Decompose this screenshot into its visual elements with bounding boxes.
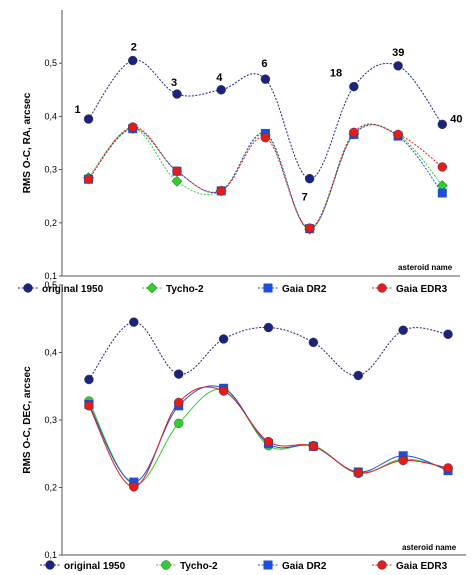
legend-marker <box>161 560 171 570</box>
data-point <box>216 85 226 95</box>
legend-marker <box>263 560 273 570</box>
point-label: 18 <box>330 68 342 80</box>
point-label: 4 <box>216 72 223 84</box>
point-label: 39 <box>392 47 404 59</box>
data-point <box>83 114 94 124</box>
data-point <box>83 174 94 184</box>
ra-chart: 0,1 0,2 0,3 0,4 0,5 RMS O-C, RA, arcsec astero… <box>18 10 463 295</box>
y-tick-label: 0,2 <box>44 483 57 493</box>
legend-marker <box>377 560 387 570</box>
series-line-1 <box>88 123 443 230</box>
data-point <box>263 436 274 447</box>
data-point <box>84 374 94 385</box>
series-line-0 <box>88 59 443 180</box>
y-tick-label: 0,3 <box>44 415 57 425</box>
series-line-1 <box>88 388 449 485</box>
data-point <box>353 467 363 478</box>
y-tick-label: 0,4 <box>44 111 57 121</box>
data-point <box>260 132 271 143</box>
data-point <box>308 337 319 348</box>
data-point <box>437 188 447 198</box>
data-point <box>353 370 363 381</box>
data-point <box>128 122 138 132</box>
y-tick-label: 0,5 <box>44 280 57 290</box>
data-point <box>437 119 448 130</box>
data-point <box>443 329 453 339</box>
legend-marker <box>377 283 387 293</box>
data-point <box>398 325 408 335</box>
legend-label: Tycho-2 <box>180 561 218 572</box>
data-point <box>174 369 184 379</box>
data-point <box>349 81 359 92</box>
point-label: 40 <box>450 113 462 125</box>
legend-marker <box>263 283 273 293</box>
dec-chart: 0,1 0,2 0,3 0,4 0,5 RMS O-C, DEC, arcsec aster… <box>22 280 466 572</box>
point-label: 6 <box>261 58 267 70</box>
y-tick-label: 0,5 <box>44 58 57 68</box>
data-point <box>172 166 182 176</box>
data-point <box>84 401 94 411</box>
legend-marker <box>45 560 55 570</box>
data-point <box>304 173 315 184</box>
data-point <box>308 441 319 452</box>
data-point <box>218 386 229 396</box>
data-point <box>443 463 453 473</box>
data-point <box>437 162 448 172</box>
y-axis-label: RMS O-C, RA, arcsec <box>22 92 33 193</box>
y-tick-label: 0,4 <box>44 348 57 358</box>
data-point <box>393 129 403 140</box>
series-line-3 <box>88 386 449 488</box>
series-line-2 <box>88 385 449 483</box>
data-point <box>174 397 184 408</box>
data-point <box>129 317 139 327</box>
data-point <box>128 55 138 66</box>
y-tick-label: 0,3 <box>44 165 57 175</box>
x-axis-label: asteroid name <box>398 263 453 272</box>
legend-marker <box>23 283 33 293</box>
y-tick-label: 0,2 <box>44 218 57 228</box>
data-point <box>171 175 183 187</box>
point-label: 7 <box>302 192 308 204</box>
legend-label: Gaia EDR3 <box>396 284 448 295</box>
data-point <box>174 418 184 429</box>
data-point <box>129 482 139 492</box>
data-point <box>304 223 315 233</box>
y-tick-label: 0,1 <box>44 271 57 281</box>
x-axis-label: asteroid name <box>402 543 457 552</box>
data-point <box>172 89 182 99</box>
y-tick-label: 0,1 <box>44 550 57 560</box>
point-label: 3 <box>171 77 177 89</box>
data-point <box>349 127 359 138</box>
data-point <box>216 186 226 196</box>
legend-label: original 1950 <box>64 561 126 572</box>
data-point <box>218 334 229 344</box>
legend-label: Gaia DR2 <box>282 561 327 572</box>
y-axis-label: RMS O-C, DEC, arcsec <box>22 366 33 474</box>
data-point <box>393 61 403 71</box>
data-point <box>260 74 271 84</box>
legend-marker <box>146 282 158 294</box>
point-label: 2 <box>131 42 137 54</box>
point-label: 1 <box>75 104 81 116</box>
legend-label: Gaia DR2 <box>282 284 327 295</box>
legend-label: Tycho-2 <box>166 284 204 295</box>
series-line-0 <box>88 321 449 380</box>
data-point <box>263 322 274 333</box>
legend-label: original 1950 <box>42 284 104 295</box>
data-point <box>398 455 408 466</box>
legend-label: Gaia EDR3 <box>396 561 448 572</box>
